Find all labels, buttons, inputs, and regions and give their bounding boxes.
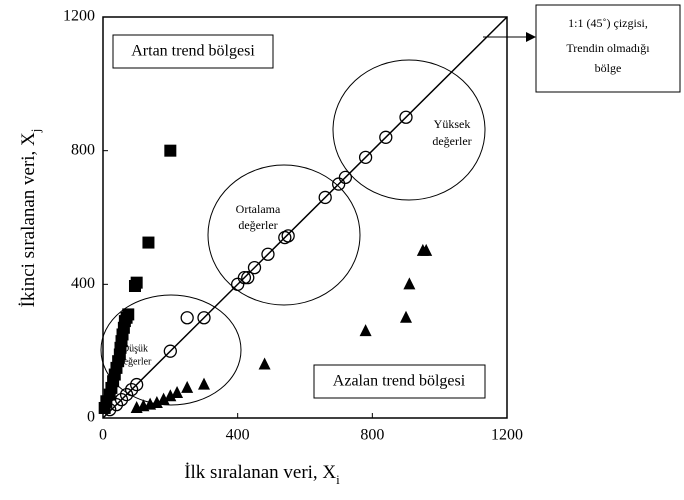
- point: [150, 395, 163, 408]
- y-tick-label: 0: [87, 409, 95, 426]
- point: [241, 270, 255, 285]
- y-axis-title: İkinci sıralanan veri, Xj: [18, 129, 43, 308]
- y-tick-label: 800: [71, 141, 95, 158]
- point: [338, 170, 353, 185]
- x-tick-label: 800: [360, 427, 384, 444]
- point: [318, 190, 332, 205]
- y-axis-title-subscript: j: [28, 129, 43, 134]
- y-tick-label: 400: [71, 275, 95, 292]
- region-label: Azalan trend bölgesi: [333, 373, 466, 390]
- point: [358, 150, 373, 165]
- group-label: değerler: [119, 356, 152, 367]
- point: [359, 324, 372, 337]
- group-ellipse: [332, 59, 486, 201]
- point: [171, 385, 184, 398]
- point: [237, 270, 252, 285]
- point: [130, 276, 143, 289]
- y-tick-label: 1200: [63, 8, 95, 25]
- point: [181, 380, 194, 393]
- x-axis-title: İlk sıralanan veri, Xi: [184, 462, 340, 487]
- point: [122, 308, 135, 321]
- point: [119, 387, 134, 402]
- point: [164, 389, 177, 402]
- note-line: 1:1 (45˚) çizgisi,: [568, 16, 648, 30]
- point: [379, 130, 393, 144]
- plot-frame: [102, 16, 508, 419]
- region-label: Artan trend bölgesi: [131, 43, 255, 60]
- y-axis-title-text: İkinci sıralanan veri, X: [18, 132, 39, 307]
- group-label: Yüksek: [434, 117, 471, 131]
- x-tick-label: 0: [99, 427, 107, 444]
- region-box: [112, 34, 274, 69]
- point: [197, 311, 211, 325]
- point: [198, 377, 210, 390]
- region-box: [313, 364, 486, 399]
- group-ellipse: [100, 294, 242, 406]
- note-line: bölge: [595, 61, 622, 75]
- x-axis-title-subscript: i: [336, 472, 340, 487]
- point: [163, 344, 177, 358]
- point: [400, 310, 412, 323]
- point: [399, 110, 413, 124]
- point: [142, 236, 155, 249]
- group-label: Ortalama: [236, 202, 281, 216]
- point: [281, 229, 295, 243]
- note-box: [535, 4, 681, 93]
- point: [420, 243, 433, 256]
- group-ellipse: [207, 164, 361, 306]
- point: [332, 177, 346, 191]
- point: [124, 382, 139, 397]
- x-axis-title-text: İlk sıralanan veri, X: [184, 462, 336, 483]
- arrow-head: [526, 32, 536, 42]
- point: [157, 392, 170, 405]
- point: [258, 357, 271, 370]
- point: [180, 311, 194, 325]
- group-label: değerler: [238, 218, 277, 232]
- point: [261, 247, 275, 261]
- x-tick-label: 1200: [491, 427, 523, 444]
- group-label: değerler: [432, 134, 471, 148]
- x-tick-label: 400: [226, 427, 250, 444]
- note-line: Trendin olmadığı: [566, 41, 650, 55]
- point: [247, 260, 262, 275]
- point: [231, 277, 245, 291]
- group-label: Düşük: [122, 343, 148, 354]
- point: [403, 277, 416, 290]
- one-to-one-line: [102, 16, 508, 419]
- point: [130, 377, 144, 392]
- point: [164, 144, 177, 157]
